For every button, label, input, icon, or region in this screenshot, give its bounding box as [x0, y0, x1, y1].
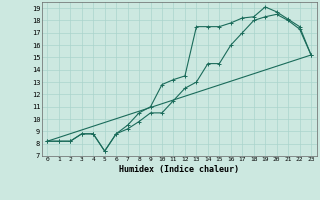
X-axis label: Humidex (Indice chaleur): Humidex (Indice chaleur) — [119, 165, 239, 174]
